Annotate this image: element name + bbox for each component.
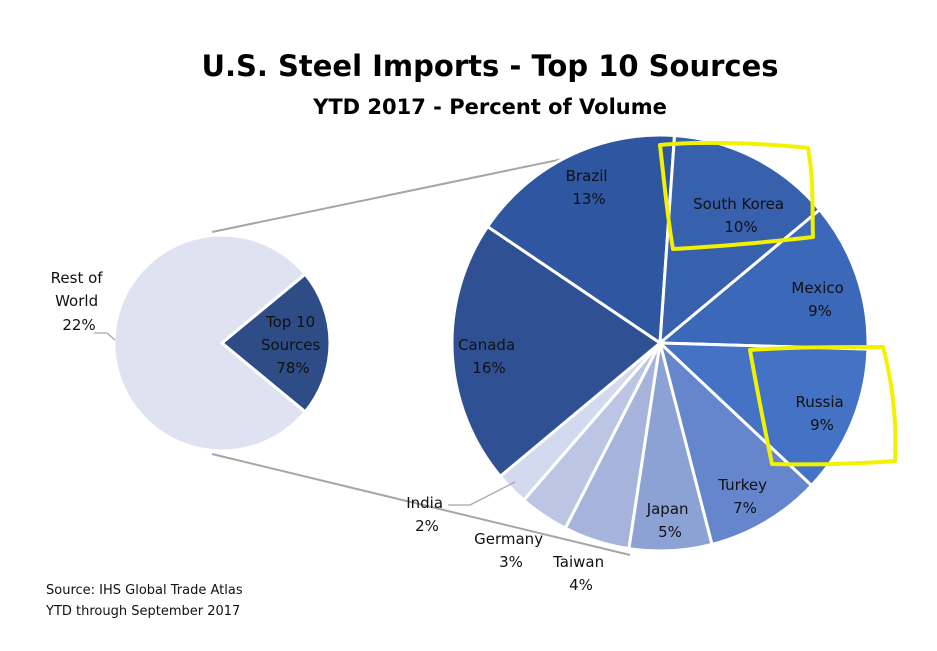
japan-label: Japan bbox=[646, 500, 689, 518]
russia-value: 9% bbox=[810, 416, 834, 434]
slice-brazil bbox=[486, 133, 677, 345]
canada-label: Canada bbox=[458, 336, 515, 354]
data-label-germany: Germany 3% bbox=[474, 530, 548, 571]
data-label-canada: Canada 16% bbox=[458, 336, 520, 377]
mexico-value: 9% bbox=[808, 302, 832, 320]
top-10-label-line-2: Sources bbox=[261, 336, 321, 354]
highlight-box-south-korea bbox=[658, 140, 815, 251]
data-label-india: India 2% bbox=[406, 494, 448, 535]
leader-line-rest-of-world bbox=[94, 332, 116, 341]
india-label: India bbox=[406, 494, 443, 512]
slice-primary-rest-of-world bbox=[220, 272, 332, 414]
rest-of-world-label-line-2: World bbox=[55, 292, 98, 310]
russia-label: Russia bbox=[795, 393, 843, 411]
data-label-brazil: Brazil 13% bbox=[566, 167, 613, 208]
data-label-mexico: Mexico 9% bbox=[791, 279, 848, 320]
top-10-value: 78% bbox=[276, 359, 309, 377]
turkey-label: Turkey bbox=[717, 476, 767, 494]
slice-canada bbox=[450, 225, 662, 478]
japan-value: 5% bbox=[658, 523, 682, 541]
canada-value: 16% bbox=[472, 359, 505, 377]
highlight-box-russia bbox=[748, 345, 898, 467]
rest-of-world-label-line-1: Rest of bbox=[51, 269, 104, 287]
germany-value: 3% bbox=[499, 553, 523, 571]
rest-of-world-value: 22% bbox=[62, 316, 95, 334]
slice-primary-top-10-sources bbox=[112, 233, 307, 453]
data-label-japan: Japan 5% bbox=[646, 500, 694, 541]
data-label-south-korea: South Korea 10% bbox=[693, 195, 789, 236]
slice-turkey bbox=[658, 341, 814, 546]
source-note: Source: IHS Global Trade Atlas bbox=[46, 583, 243, 598]
india-value: 2% bbox=[415, 517, 439, 535]
south-korea-label: South Korea bbox=[693, 195, 784, 213]
data-label-taiwan: Taiwan 4% bbox=[552, 553, 609, 594]
period-note: YTD through September 2017 bbox=[46, 604, 241, 619]
chart-subtitle: YTD 2017 - Percent of Volume bbox=[312, 95, 667, 119]
primary-pie bbox=[112, 233, 332, 453]
south-korea-value: 10% bbox=[724, 218, 757, 236]
brazil-label: Brazil bbox=[566, 167, 608, 185]
slice-mexico bbox=[658, 208, 870, 351]
chart-title: U.S. Steel Imports - Top 10 Sources bbox=[201, 49, 778, 83]
taiwan-label: Taiwan bbox=[552, 553, 604, 571]
turkey-value: 7% bbox=[733, 499, 757, 517]
taiwan-value: 4% bbox=[569, 576, 593, 594]
data-label-rest-of-world: Rest of World 22% bbox=[51, 269, 108, 334]
data-label-top-10-sources: Top 10 Sources 78% bbox=[261, 313, 325, 377]
data-label-russia: Russia 9% bbox=[795, 393, 848, 434]
mexico-label: Mexico bbox=[791, 279, 843, 297]
data-label-turkey: Turkey 7% bbox=[717, 476, 772, 517]
connector-line-bottom bbox=[211, 453, 631, 556]
germany-label: Germany bbox=[474, 530, 543, 548]
top-10-label-line-1: Top 10 bbox=[265, 313, 315, 331]
leader-line-india bbox=[448, 481, 516, 506]
brazil-value: 13% bbox=[572, 190, 605, 208]
